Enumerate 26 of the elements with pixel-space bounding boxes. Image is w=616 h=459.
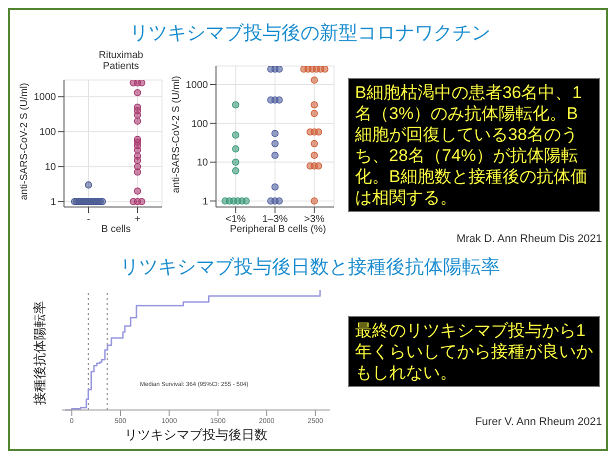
x-tick-label: - bbox=[86, 214, 90, 226]
y-tick-label: 10 bbox=[44, 162, 56, 174]
y-tick-label: 100 bbox=[191, 118, 208, 130]
y-tick-label: 1 bbox=[50, 197, 56, 208]
text: B細胞枯渇中の患者36名中、1名（3%）のみ抗体陽転化。B細胞が回復している38名のうち、28名（74%）が抗体陽転化。B細胞数と接種後の抗体価は相関する。 bbox=[348, 78, 600, 212]
x-tick-label: + bbox=[134, 214, 141, 226]
x-tick-label: >3% bbox=[304, 214, 325, 226]
y-tick-label: 1000 bbox=[186, 80, 208, 92]
x-axis-title: B cells bbox=[100, 224, 132, 235]
text: Furer V. Ann Rheum 2021 bbox=[475, 416, 602, 428]
text: リツキシマブ投与後日数と接種後抗体陽転率 bbox=[119, 256, 501, 280]
y-tick-label: 10 bbox=[196, 158, 208, 169]
x-tick-label: <1% bbox=[226, 214, 246, 226]
text: Mrak D. Ann Rheum Dis 2021 bbox=[456, 233, 602, 245]
y-tick-label: 1 bbox=[202, 196, 208, 208]
x-tick-label: 1–3% bbox=[262, 214, 288, 226]
text: 最終のリツキシマブ投与から1年くらいしてから接種が良いかもしれない。 bbox=[348, 316, 600, 387]
y-tick-label: 100 bbox=[39, 127, 56, 138]
y-axis-title: 接種後抗体陽転率 bbox=[31, 301, 48, 405]
x-axis-title: Peripheral B cells (%) bbox=[228, 224, 328, 235]
y-tick-label: 1000 bbox=[34, 92, 56, 104]
chart-title: Rituximab Patients bbox=[98, 50, 144, 72]
text: リツキシマブ投与後の新型コロナワクチン bbox=[128, 22, 492, 46]
y-axis-title: anti-SARS-CoV-2 S (U/ml) bbox=[172, 76, 182, 194]
x-axis-title: リツキシマブ投与後日数 bbox=[124, 426, 268, 444]
y-axis-title: anti-SARS-CoV-2 S (U/ml) bbox=[20, 82, 30, 200]
